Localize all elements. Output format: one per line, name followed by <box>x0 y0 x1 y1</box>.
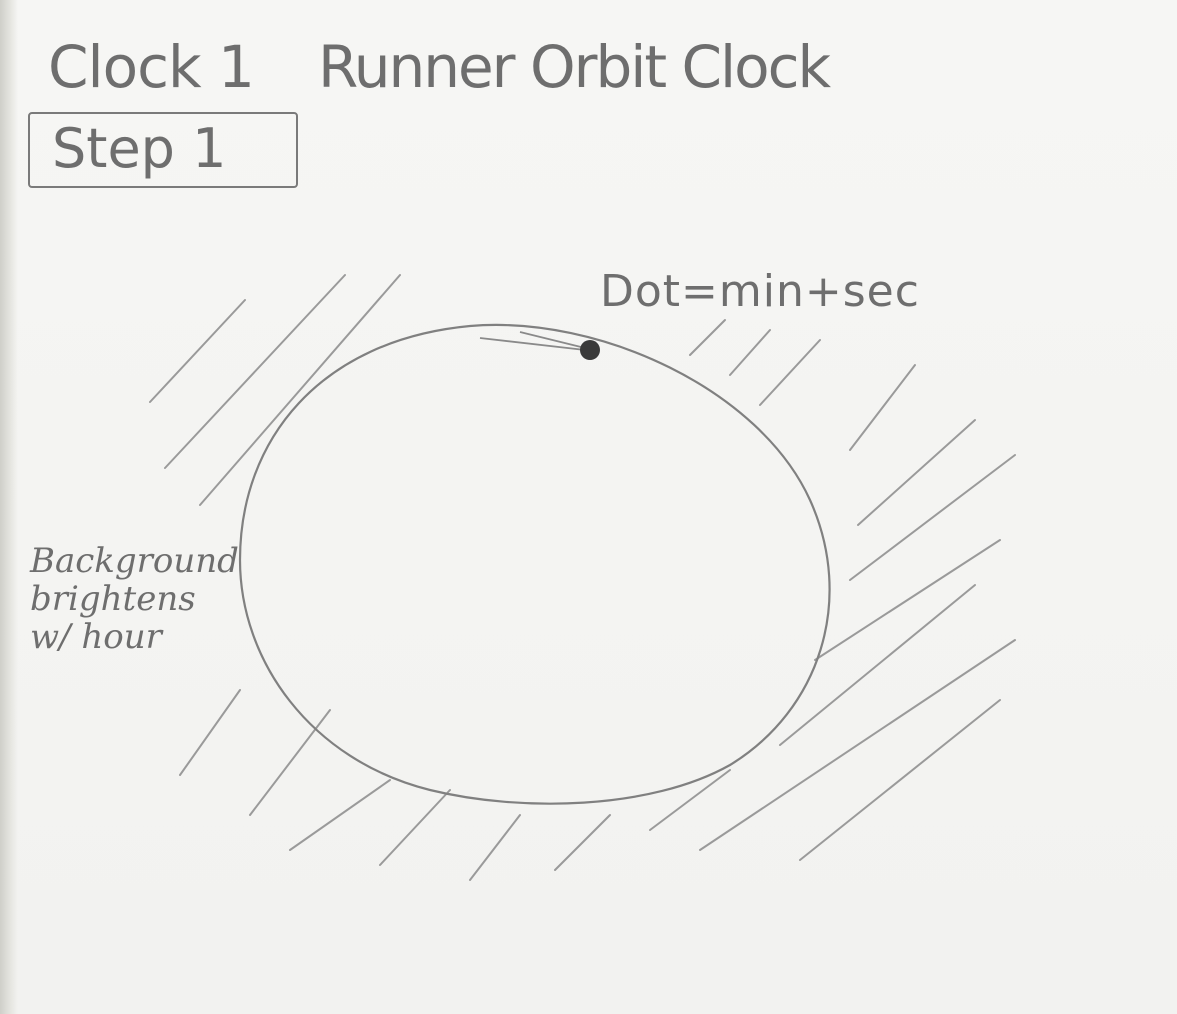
title-clock-number: Clock 1 <box>48 33 255 101</box>
runner-dot <box>580 340 600 360</box>
hatching <box>149 274 1016 881</box>
dot-annotation: Dot=min+sec <box>600 266 920 317</box>
notebook-binding-edge <box>0 0 18 1014</box>
background-note-line: Background <box>30 541 239 581</box>
motion-streak <box>479 331 586 351</box>
step-box <box>28 112 298 188</box>
background-note: Background brightens w/ hour <box>30 541 239 658</box>
background-note-line: w/ hour <box>30 617 162 658</box>
step-label: Step 1 <box>52 117 227 180</box>
title-clock-name: Runner Orbit Clock <box>318 33 831 101</box>
background-note-line: brightens <box>30 579 196 620</box>
orbit-ring <box>238 323 831 805</box>
